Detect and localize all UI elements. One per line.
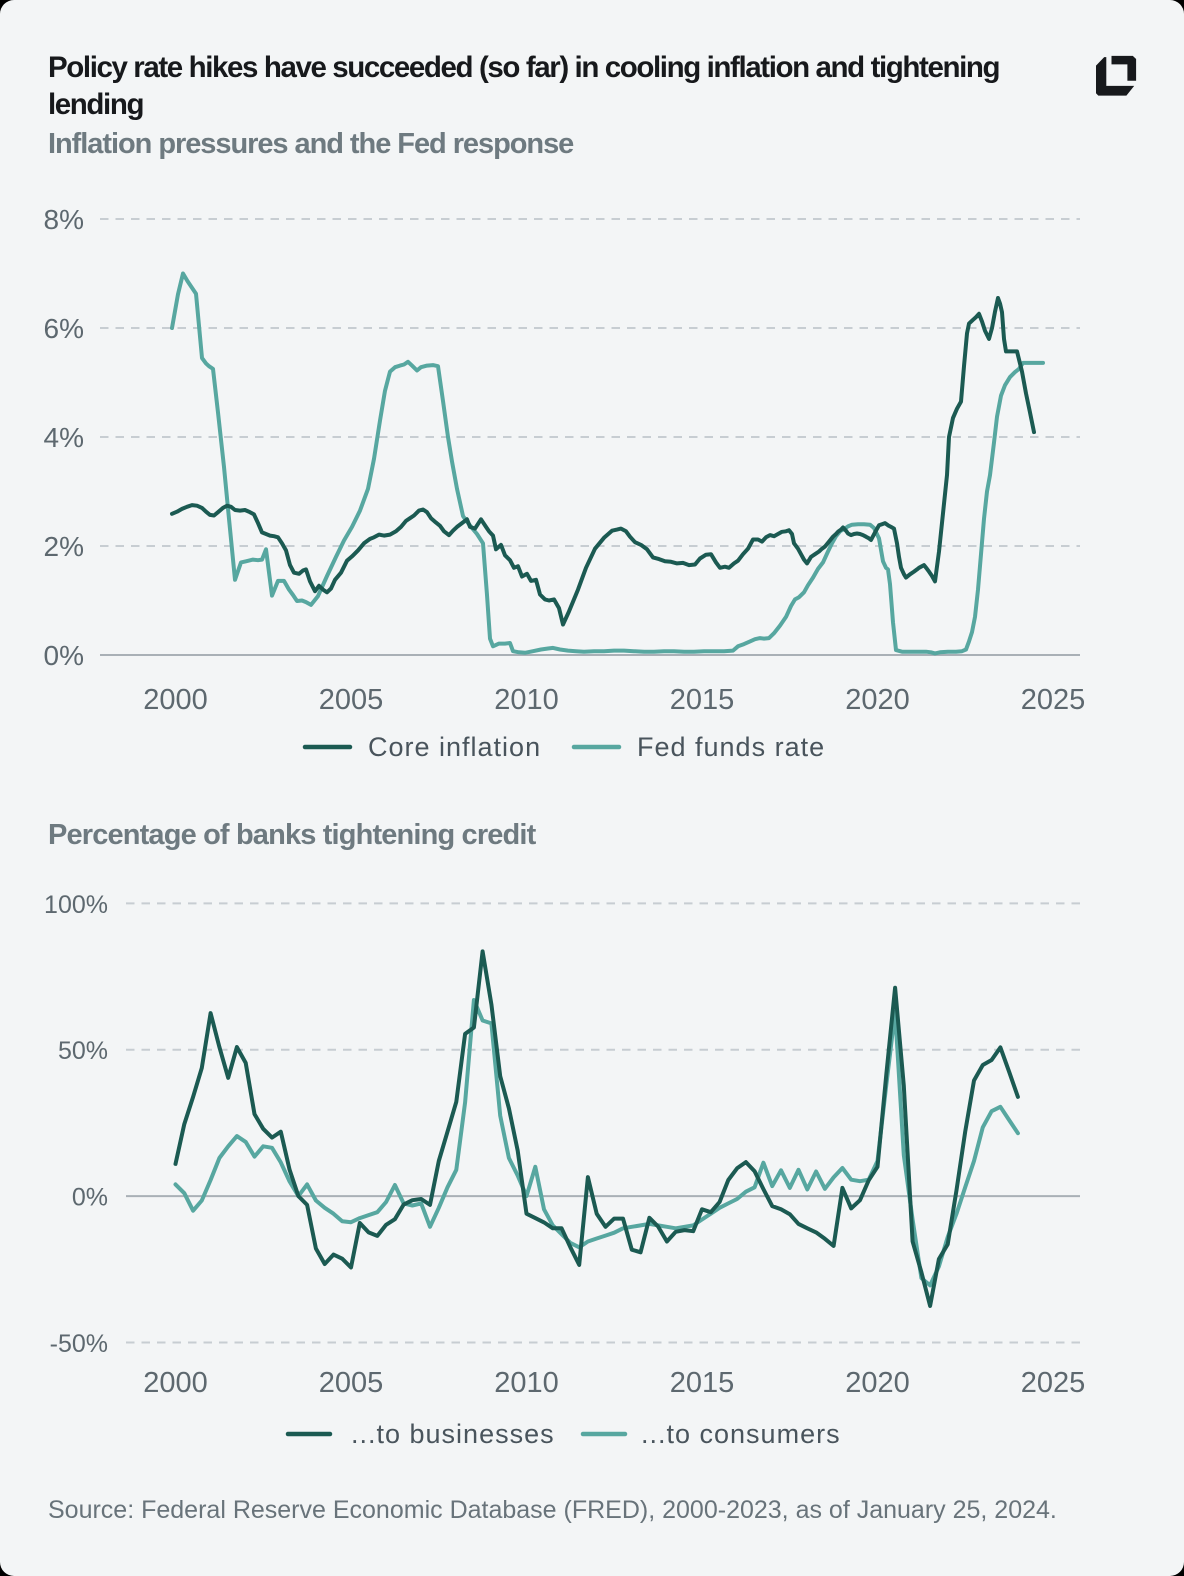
- svg-text:2000: 2000: [143, 1367, 208, 1399]
- svg-text:2000: 2000: [143, 684, 208, 716]
- svg-text:2005: 2005: [319, 1367, 384, 1399]
- svg-text:2020: 2020: [845, 684, 910, 716]
- svg-text:6%: 6%: [44, 313, 84, 344]
- svg-text:2010: 2010: [494, 684, 559, 716]
- svg-text:2015: 2015: [670, 684, 735, 716]
- svg-text:2025: 2025: [1021, 684, 1086, 716]
- svg-text:2%: 2%: [44, 531, 84, 562]
- svg-text:2005: 2005: [319, 684, 384, 716]
- svg-text:100%: 100%: [44, 891, 108, 919]
- svg-text:Core inflation: Core inflation: [368, 732, 541, 762]
- svg-text:2015: 2015: [670, 1367, 735, 1399]
- svg-text:...to consumers: ...to consumers: [641, 1419, 841, 1449]
- svg-text:2025: 2025: [1021, 1367, 1086, 1399]
- svg-text:8%: 8%: [44, 204, 84, 235]
- svg-text:0%: 0%: [72, 1184, 108, 1212]
- svg-text:Fed funds rate: Fed funds rate: [637, 732, 825, 762]
- svg-text:2010: 2010: [494, 1367, 559, 1399]
- svg-text:0%: 0%: [44, 640, 84, 671]
- svg-text:...to businesses: ...to businesses: [351, 1419, 555, 1449]
- svg-text:2020: 2020: [845, 1367, 910, 1399]
- svg-text:50%: 50%: [58, 1037, 108, 1065]
- svg-text:4%: 4%: [44, 422, 84, 453]
- svg-text:-50%: -50%: [50, 1330, 108, 1358]
